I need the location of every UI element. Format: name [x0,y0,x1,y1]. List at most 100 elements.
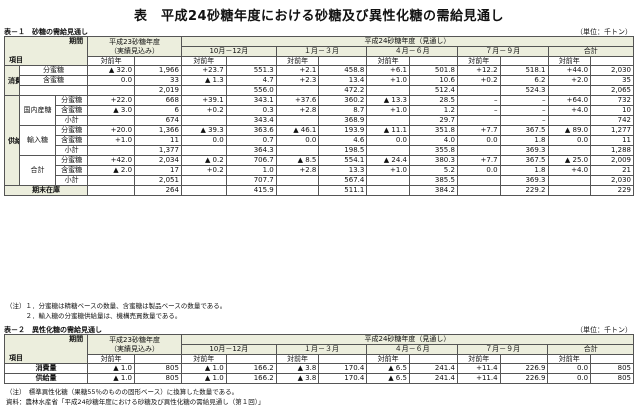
item-ganmitsu: 含蜜糖 [18,75,89,86]
yoy-cell: +2.1 [275,65,320,76]
yoy-cell: +0.2 [456,75,501,86]
yoy-cell [87,115,136,126]
yoy-cell: ▲ 1.3 [180,75,227,86]
value-cell: 380.3 [408,155,458,166]
value-cell: 1.2 [408,105,458,116]
yoy-cell [275,85,320,96]
yoy-cell: +64.0 [547,95,592,106]
yoy-cell: +2.3 [275,75,320,86]
yoy-cell: +22.0 [87,95,136,106]
isomerized-sugar-table: 期間 項目 平成23砂糖年度 （実績見込み） 平成24砂糖年度（見通し） 10月… [3,334,635,384]
subtotal-cell: 524.3 [499,85,549,96]
subtotal-cell: 369.3 [499,175,549,186]
subtotal-cell: 368.9 [318,115,368,126]
yoy-cell: +4.0 [547,165,592,176]
value-cell: 367.5 [499,155,549,166]
subtotal-cell: 2,065 [590,85,634,96]
yoy-cell: ▲ 3.8 [275,363,320,374]
yoy-cell: ▲ 25.0 [547,155,592,166]
value-cell: 166.2 [225,373,277,384]
table1-caption: 表－１ 砂糖の需給見通し [4,28,88,36]
value-cell: 28.5 [408,95,458,106]
value-cell: 6.2 [499,75,549,86]
header-yoy: 対前年 [547,354,592,364]
yoy-cell: ▲ 1.0 [180,363,227,374]
header-q1: 10月－12月 [180,46,277,57]
header-yoy: 対前年 [366,354,410,364]
header-period-item: 期間 項目 [3,36,89,66]
yoy-cell: ▲ 1.0 [87,363,136,374]
header-total: 合計 [547,46,634,57]
subtotal-cell: 2,051 [134,175,182,186]
yoy-cell [366,145,410,156]
item-ganmitsu: 含蜜糖 [55,165,89,176]
value-cell: 193.9 [318,125,368,136]
table-row: 2,019 556.0 472.2 512.4 524.3 2,065 [5,85,634,96]
subtotal-cell: 1,288 [590,145,634,156]
table-row: 消費量 ▲ 1.0 805 ▲ 1.0 166.2 ▲ 3.8 170.4 ▲ 6.5 241… [3,363,634,374]
header-yoy: 対前年 [87,56,136,66]
table-row: 小計 1,377 364.3 198.5 355.8 369.3 1,288 [5,145,634,156]
yoy-cell [547,85,592,96]
value-cell: 551.3 [225,65,277,76]
row-supply: 供給量 [3,373,89,384]
yoy-cell: +42.0 [87,155,136,166]
yoy-cell: +7.7 [456,125,501,136]
group-domestic: 国内産糖 [18,95,57,126]
yoy-cell [547,145,592,156]
subtotal-cell: 364.3 [225,145,277,156]
value-cell: 10 [590,105,634,116]
yoy-cell: – [456,105,501,116]
yoy-cell [547,115,592,126]
value-cell: 241.4 [408,363,458,374]
header-fy24: 平成24砂糖年度（見通し） [180,334,635,345]
subtotal-cell: 384.2 [408,185,458,196]
yoy-cell: 0.0 [275,135,320,146]
yoy-cell: +1.0 [87,135,136,146]
value-cell: 2,009 [590,155,634,166]
value-cell: 8.7 [318,105,368,116]
subtotal-cell: 343.4 [225,115,277,126]
header-q4: ７月－９月 [456,344,549,355]
item-subtotal: 小計 [55,115,89,126]
yoy-cell: ▲ 6.5 [366,373,410,384]
table-row: 合計 分蜜糖 +42.0 2,034 ▲ 0.2 706.7 ▲ 8.5 554.1 ▲ 2… [5,155,634,186]
value-cell: 1,277 [590,125,634,136]
yoy-cell: 0.0 [456,165,501,176]
yoy-cell [456,175,501,186]
value-cell: 0.7 [225,135,277,146]
value-cell: 805 [590,363,634,374]
value-cell: 706.7 [225,155,277,166]
yoy-cell: +2.0 [547,75,592,86]
category-supply-label: 供給量 [7,136,18,145]
table1-note1: （注）１．分蜜糖は精糖ベースの数量、含蜜糖は製品ベースの数量である。 [6,302,227,310]
subtotal-cell: 229 [590,185,634,196]
subtotal-cell: – [499,115,549,126]
category-consumption-label: 消費量 [7,76,18,85]
value-cell: – [499,95,549,106]
yoy-cell: ▲ 46.1 [275,125,320,136]
yoy-cell: 0.0 [366,135,410,146]
table-row: 小計 674 343.4 368.9 29.7 – 742 [5,115,634,126]
value-cell: 5.2 [408,165,458,176]
yoy-cell: ▲ 24.4 [366,155,410,166]
source-note: 資料：農林水産省「平成24砂糖年度における砂糖及び異性化糖の需給見通し（第１回）… [6,398,265,406]
subtotal-cell: 511.1 [318,185,368,196]
header-q4: ７月－９月 [456,46,549,57]
value-cell: 363.6 [225,125,277,136]
table-row: 供給量 国内産糖 分蜜糖 +22.0668+39.1343.1+37.6360.… [4,95,634,186]
value-cell: 367.5 [499,125,549,136]
table1-note2: ２．輸入糖の分蜜糖供給量は、機構売買数量である。 [6,312,182,320]
value-cell: 343.1 [225,95,277,106]
header-yoy: 対前年 [87,354,136,364]
value-cell: 732 [590,95,634,106]
value-cell: 4.0 [408,135,458,146]
table-row: 小計 2,051 707.7 567.4 385.5 369.3 2,030 [5,175,634,186]
header-q2: １月－３月 [275,344,368,355]
item-bunmitsu: 分蜜糖 [55,125,89,136]
page-title: 表 平成24砂糖年度における砂糖及び異性化糖の需給見通し [133,9,505,24]
yoy-cell [456,85,501,96]
value-cell: 13.3 [318,165,368,176]
yoy-cell [547,185,592,196]
table-row: 消費量 分蜜糖 ▲ 32.01,966+23.7551.3+2.1458.8+6… [4,65,634,96]
